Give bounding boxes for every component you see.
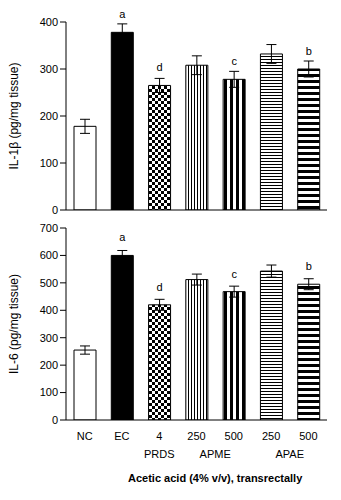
svg-text:IL-1β (pg/mg tissue): IL-1β (pg/mg tissue) bbox=[8, 63, 21, 170]
svg-text:700: 700 bbox=[40, 222, 58, 234]
svg-text:d: d bbox=[157, 61, 163, 73]
svg-text:250: 250 bbox=[262, 430, 280, 442]
svg-text:b: b bbox=[306, 45, 312, 57]
svg-text:Acetic acid (4% v/v), transrec: Acetic acid (4% v/v), transrectally bbox=[128, 472, 303, 484]
svg-text:a: a bbox=[119, 231, 126, 243]
svg-text:NC: NC bbox=[77, 430, 93, 442]
svg-text:c: c bbox=[231, 55, 237, 67]
svg-text:100: 100 bbox=[40, 386, 58, 398]
svg-text:200: 200 bbox=[40, 359, 58, 371]
svg-text:400: 400 bbox=[40, 16, 58, 28]
svg-text:500: 500 bbox=[40, 277, 58, 289]
svg-text:4: 4 bbox=[156, 430, 162, 442]
svg-text:IL-6 (pg/mg tissue): IL-6 (pg/mg tissue) bbox=[8, 274, 21, 374]
svg-text:PRDS: PRDS bbox=[144, 448, 175, 460]
svg-text:300: 300 bbox=[40, 63, 58, 75]
svg-text:b: b bbox=[306, 260, 312, 272]
svg-text:250: 250 bbox=[187, 430, 205, 442]
svg-text:600: 600 bbox=[40, 249, 58, 261]
svg-text:APAE: APAE bbox=[275, 448, 304, 460]
svg-text:500: 500 bbox=[225, 430, 243, 442]
svg-text:100: 100 bbox=[40, 157, 58, 169]
svg-text:200: 200 bbox=[40, 110, 58, 122]
svg-text:0: 0 bbox=[52, 204, 58, 214]
svg-text:400: 400 bbox=[40, 304, 58, 316]
svg-text:300: 300 bbox=[40, 332, 58, 344]
svg-text:0: 0 bbox=[52, 414, 58, 426]
svg-text:d: d bbox=[157, 281, 163, 293]
svg-text:a: a bbox=[119, 8, 126, 20]
svg-text:500: 500 bbox=[299, 430, 317, 442]
svg-text:EC: EC bbox=[114, 430, 129, 442]
svg-text:c: c bbox=[231, 268, 237, 280]
svg-text:APME: APME bbox=[200, 448, 231, 460]
